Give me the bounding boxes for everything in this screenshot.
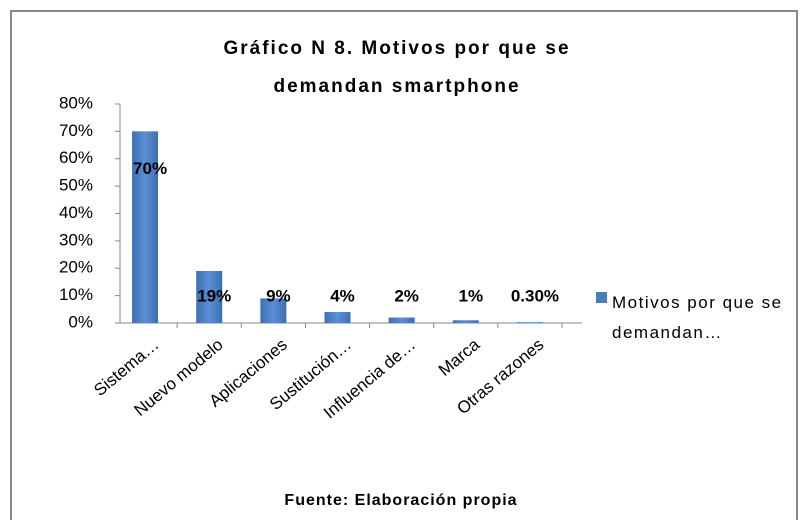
y-tick-label: 80%	[59, 93, 93, 112]
y-tick-label: 10%	[59, 285, 93, 304]
y-tick-label: 50%	[59, 176, 93, 195]
bar	[516, 322, 543, 323]
legend-label: Motivos por que se demandan…	[612, 293, 783, 342]
data-label: 0.30%	[511, 286, 559, 305]
y-tick-label: 20%	[59, 258, 93, 277]
data-label: 2%	[394, 286, 419, 305]
data-label: 4%	[330, 286, 355, 305]
data-label: 70%	[133, 159, 167, 178]
y-tick-label: 40%	[59, 203, 93, 222]
source-note: Fuente: Elaboración propia	[284, 492, 518, 509]
data-label: 19%	[197, 286, 231, 305]
chart-title: Gráfico N 8. Motivos por que se demandan…	[223, 38, 571, 97]
data-label: 9%	[266, 286, 291, 305]
bar	[452, 320, 479, 323]
y-tick-label: 60%	[59, 148, 93, 167]
bar	[388, 317, 415, 323]
x-tick-label: Marca	[435, 335, 484, 380]
y-tick-label: 0%	[68, 312, 93, 331]
legend-key	[596, 292, 607, 303]
bar	[324, 312, 351, 323]
data-label: 1%	[458, 286, 483, 305]
y-tick-label: 30%	[59, 230, 93, 249]
bar	[260, 298, 287, 323]
bar	[196, 270, 223, 323]
bar	[132, 131, 159, 323]
y-tick-label: 70%	[59, 121, 93, 140]
chart-frame	[10, 10, 798, 520]
